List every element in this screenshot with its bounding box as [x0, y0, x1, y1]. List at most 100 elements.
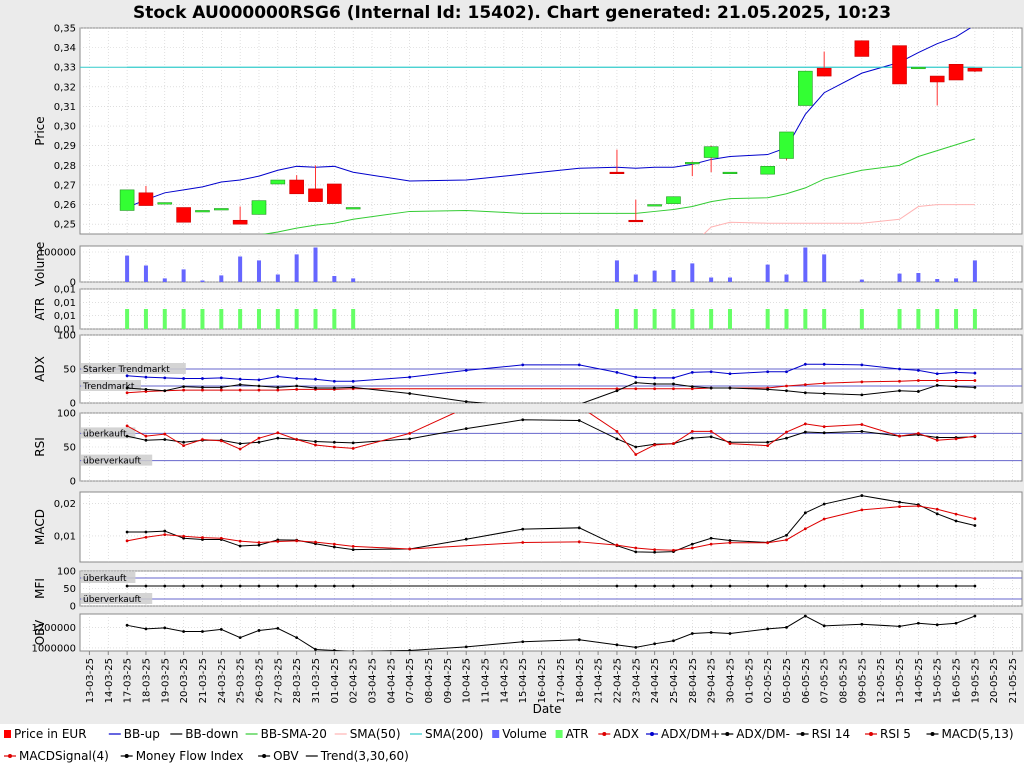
series-point-rsi-14: [615, 437, 619, 441]
series-line-adx-dm-: [127, 382, 975, 403]
series-point-rsi-14: [351, 441, 355, 445]
series-point-adx-dm-: [728, 372, 732, 376]
bar-volume: [275, 274, 280, 282]
series-point-rsi-5: [898, 434, 901, 438]
y-tick-label: 0,35: [54, 24, 76, 35]
legend-item: RSI 5: [865, 727, 911, 741]
series-point-adx-dm-: [295, 377, 299, 380]
candle-body: [760, 166, 775, 175]
series-point-obv: [577, 638, 581, 642]
bar-volume: [256, 260, 261, 282]
bar-volume: [897, 273, 902, 282]
candle-body: [911, 66, 926, 70]
x-tick-label: 21-04-25: [594, 658, 605, 703]
series-point-macd-5-13-: [653, 550, 657, 554]
candle-body: [798, 70, 813, 106]
series-point-obv: [332, 649, 336, 651]
series-point-macdsignal-4-: [803, 527, 807, 531]
series-point-rsi-5: [219, 439, 223, 443]
x-tick-label: 13-05-25: [895, 658, 906, 703]
x-tick-label: 06-05-25: [801, 658, 812, 703]
series-point-adx: [615, 387, 619, 391]
y-axis-label: Volume: [33, 242, 47, 287]
series-point-rsi-5: [766, 444, 770, 448]
series-point-macdsignal-4-: [898, 505, 901, 509]
candle-body: [195, 210, 210, 213]
series-point-macdsignal-4-: [954, 512, 958, 516]
series-point-rsi-5: [785, 430, 788, 434]
series-point-rsi-14: [257, 440, 261, 444]
series-point-rsi-14: [634, 445, 638, 449]
legend-label: BB-SMA-20: [261, 727, 327, 741]
legend-swatch: [4, 730, 11, 738]
candle-body: [967, 67, 983, 72]
series-point-macdsignal-4-: [766, 541, 770, 545]
x-tick-label: 20-05-25: [989, 658, 1000, 703]
y-tick-label: 50: [63, 443, 76, 454]
series-point-obv: [822, 624, 826, 628]
panel-price: 0,25 0,26 0,27 0,28 0,29 0,30 0,31 0,32 0,33 0,34…: [33, 24, 1023, 235]
series-point-rsi-5: [408, 432, 412, 435]
candle-body: [308, 188, 323, 202]
series-point-money-flow-index: [219, 584, 223, 588]
series-point-rsi-14: [408, 437, 412, 441]
series-point-adx-dm-: [766, 370, 770, 374]
x-tick-label: 20-03-25: [179, 658, 190, 703]
series-point-obv: [785, 625, 788, 629]
series-point-macd-5-13-: [125, 530, 129, 534]
bar-volume: [143, 265, 148, 282]
series-point-adx-dm-: [916, 368, 920, 372]
legend-label: SMA(200): [425, 727, 483, 741]
series-point-adx-dm-: [238, 383, 242, 387]
series-point-macdsignal-4-: [709, 542, 713, 546]
panel-atr-plot-area: [79, 288, 1023, 330]
x-tick-label: 15-05-25: [933, 658, 944, 703]
series-point-adx-dm-: [464, 368, 468, 372]
y-tick-label: 0,33: [54, 63, 76, 74]
series-point-adx-dm-: [276, 375, 280, 378]
series-point-macd-5-13-: [238, 544, 242, 548]
candle-body: [666, 196, 681, 204]
series-point-rsi-5: [653, 443, 657, 447]
bar-volume: [727, 277, 732, 282]
series-point-adx-dm-: [898, 367, 901, 371]
series-point-obv: [219, 628, 223, 631]
series-point-adx: [182, 388, 186, 392]
legend-marker: [800, 732, 805, 736]
series-point-obv: [766, 627, 770, 631]
y-tick-label: 1000000: [31, 643, 76, 654]
y-tick-label: 100: [57, 331, 76, 342]
series-point-macdsignal-4-: [257, 541, 261, 544]
panel-obv-marks: [125, 614, 977, 651]
series-point-obv: [257, 629, 261, 632]
series-point-obv: [803, 614, 807, 618]
series-point-adx-dm-: [257, 378, 261, 382]
candle-body: [948, 63, 964, 81]
series-point-rsi-5: [615, 429, 619, 433]
series-point-adx: [201, 388, 204, 392]
series-point-rsi-5: [144, 434, 148, 438]
bar-atr: [256, 309, 261, 329]
series-point-macdsignal-4-: [521, 541, 525, 544]
series-point-adx-dm-: [577, 363, 581, 367]
series-point-adx: [916, 379, 920, 382]
reference-label: Starker Trendmarkt: [83, 365, 170, 375]
series-point-macd-5-13-: [144, 530, 148, 534]
series-point-adx-dm-: [163, 376, 167, 380]
series-point-rsi-5: [690, 429, 694, 433]
y-tick-label: 100: [57, 409, 76, 420]
series-point-adx-dm-: [408, 375, 412, 379]
series-point-money-flow-index: [653, 584, 657, 588]
series-point-adx: [690, 387, 694, 391]
series-point-adx-dm-: [653, 382, 657, 386]
reference-label: Trendmarkt: [82, 382, 135, 392]
candle-body: [703, 146, 719, 158]
x-tick-label: 18-04-25: [575, 658, 586, 703]
series-point-rsi-14: [766, 440, 770, 444]
series-point-rsi-5: [709, 429, 713, 433]
bar-atr: [181, 309, 186, 329]
series-point-rsi-14: [577, 419, 581, 422]
series-point-adx: [803, 383, 807, 387]
series-point-adx-dm-: [954, 385, 958, 389]
y-tick-label: 0,02: [54, 499, 76, 510]
